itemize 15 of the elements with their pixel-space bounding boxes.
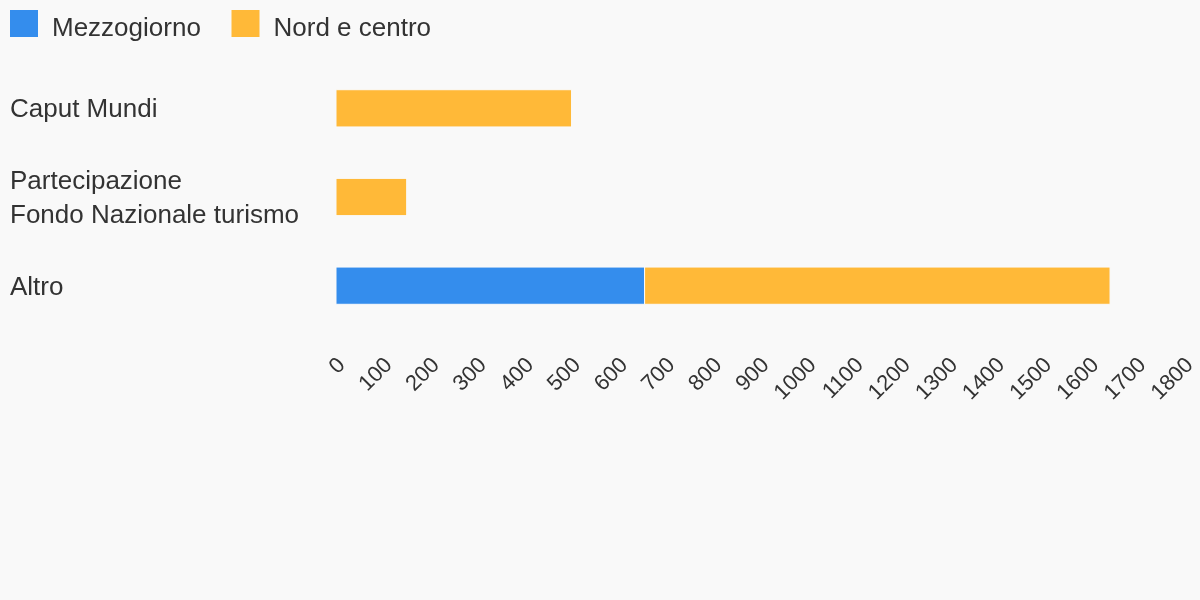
x-tick-label: 100 (353, 351, 397, 396)
x-tick-label: 600 (588, 351, 633, 396)
legend-label: Nord e centro (273, 12, 432, 42)
x-tick-label: 700 (635, 351, 680, 396)
y-tick-label: Partecipazione Fondo Nazionale turismo (10, 165, 300, 229)
x-tick-label: 300 (447, 351, 491, 396)
x-tick-label: 800 (682, 351, 727, 396)
y-tick-label: Altro (10, 270, 64, 301)
legend-label: Mezzogiorno (52, 12, 201, 42)
x-tick-label: 400 (494, 351, 539, 396)
y-tick-label: Caput Mundi (10, 93, 158, 124)
x-tick-label: 0 (323, 351, 350, 379)
x-tick-label: 500 (541, 351, 586, 396)
x-tick-label: 900 (730, 351, 774, 396)
x-tick-label: 200 (400, 351, 444, 396)
